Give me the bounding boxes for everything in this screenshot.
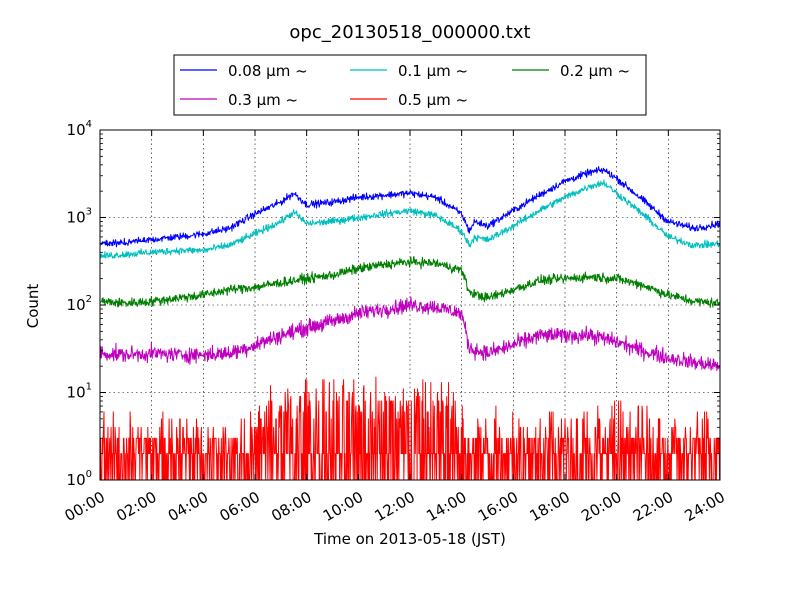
x-tick-label: 20:00: [578, 488, 624, 525]
series-line: [99, 296, 721, 372]
x-tick-label: 02:00: [113, 488, 159, 525]
y-tick-label: 104: [67, 119, 92, 139]
x-tick-label: 08:00: [268, 488, 314, 525]
x-tick-label: 10:00: [320, 488, 366, 525]
legend-label: 0.1 μm ~: [398, 62, 468, 80]
legend-label: 0.3 μm ~: [228, 91, 298, 109]
legend-label: 0.08 μm ~: [228, 62, 308, 80]
legend-label: 0.2 μm ~: [560, 62, 630, 80]
x-tick-label: 04:00: [165, 488, 211, 525]
x-tick-label: 18:00: [527, 488, 573, 525]
chart-title: opc_20130518_000000.txt: [289, 22, 530, 43]
x-tick-label: 24:00: [682, 488, 728, 525]
series-line: [99, 256, 721, 309]
y-tick-label: 102: [67, 294, 92, 314]
legend: 0.08 μm ~ 0.1 μm ~ 0.2 μm ~ 0.3 μm ~ 0.5 μm …: [173, 54, 647, 116]
x-tick-label: 16:00: [475, 488, 521, 525]
series-line: [99, 166, 721, 248]
y-axis-label: Count: [24, 284, 42, 329]
legend-label: 0.5 μm ~: [398, 91, 468, 109]
legend-box: [173, 54, 647, 116]
x-tick-label: 06:00: [217, 488, 263, 525]
series-layer: [99, 166, 721, 481]
x-tick-label: 12:00: [372, 488, 418, 525]
y-tick-label: 103: [67, 207, 92, 227]
x-tick-label: 00:00: [62, 488, 108, 525]
x-tick-label: 14:00: [423, 488, 469, 525]
x-tick-label: 22:00: [630, 488, 676, 525]
x-axis-label: Time on 2013-05-18 (JST): [313, 530, 506, 548]
series-line: [99, 179, 721, 260]
y-tick-label: 101: [67, 382, 92, 402]
y-tick-label: 100: [67, 469, 92, 489]
